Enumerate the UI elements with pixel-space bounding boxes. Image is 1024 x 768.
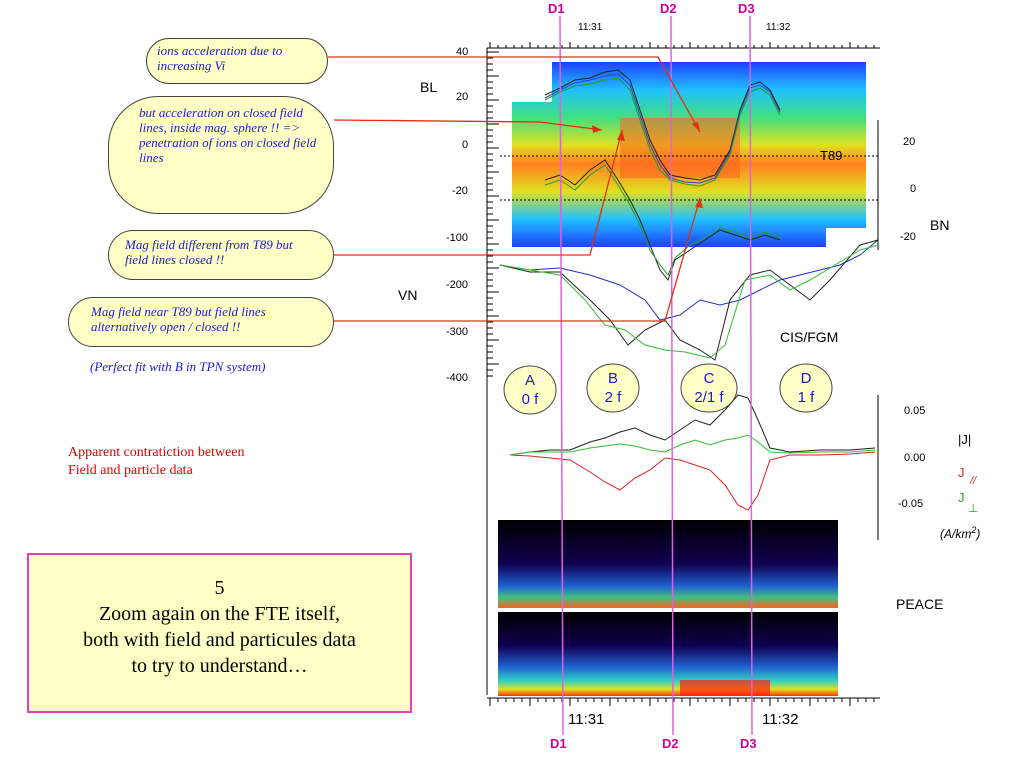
label-cis-fgm: CIS/FGM xyxy=(780,329,838,345)
summary-line3: to try to understand… xyxy=(131,655,308,677)
label-units: (A/km2) xyxy=(940,525,980,541)
vn-trace-green xyxy=(499,244,879,359)
bubble-ion-acceleration: ions acceleration due to increasing Vi xyxy=(146,38,328,84)
tick-j-pos: 0.05 xyxy=(904,405,925,417)
tick-bn-0: 0 xyxy=(910,183,916,195)
d2-marker-line xyxy=(670,15,674,736)
note-contradiction-line2: Field and particle data xyxy=(68,463,193,478)
d2-label-bottom: D2 xyxy=(662,736,679,751)
d1-marker-line xyxy=(559,15,564,736)
tick-left-neg20: -20 xyxy=(452,185,468,197)
left-axis-ticks xyxy=(487,51,499,377)
tick-j-zero: 0.00 xyxy=(904,452,925,464)
bubble-mag-field-near-t89: Mag field near T89 but field lines alter… xyxy=(68,297,334,347)
arrow-3 xyxy=(334,129,623,256)
region-a-letter: A xyxy=(525,372,535,389)
region-c-sub: 2/1 f xyxy=(694,389,724,406)
bn-trace-black xyxy=(544,159,781,282)
label-bl: BL xyxy=(420,79,437,95)
time-bottom-1132: 11:32 xyxy=(762,711,798,728)
vn-trace-black xyxy=(499,239,879,361)
summary-line2: both with field and particules data xyxy=(83,629,356,651)
label-j-perp: J xyxy=(958,490,965,505)
j-abs-trace xyxy=(509,394,876,456)
region-b: B 2 f xyxy=(586,363,640,413)
bottom-axis-ticks xyxy=(489,698,875,706)
bubble-mag-field-different: Mag field different from T89 but field l… xyxy=(108,230,334,280)
region-a-sub: 0 f xyxy=(522,391,540,408)
label-j-abs: |J| xyxy=(958,432,971,447)
peace-spectrogram-lower xyxy=(498,612,838,696)
time-top-1132: 11:32 xyxy=(766,22,791,33)
tick-bn-neg20: -20 xyxy=(900,231,916,243)
top-axis-ticks xyxy=(489,42,875,48)
tick-left-neg400: -400 xyxy=(446,372,468,384)
bn-trace-green xyxy=(544,164,781,276)
tick-left-20: 20 xyxy=(456,91,468,103)
label-bn: BN xyxy=(930,217,949,233)
d3-label-bottom: D3 xyxy=(740,736,757,751)
d3-label-top: D3 xyxy=(738,1,755,16)
arrow-4 xyxy=(334,197,701,322)
arrow-1 xyxy=(328,56,701,133)
bl-trace-blue xyxy=(544,73,781,184)
summary-line1: Zoom again on the FTE itself, xyxy=(98,603,341,625)
label-j-perp-sub: ⊥ xyxy=(968,501,978,515)
label-j-parallel-sub: // xyxy=(969,475,977,487)
region-d-sub: 1 f xyxy=(798,389,816,406)
note-perfect-fit: (Perfect fit with B in TPN system) xyxy=(90,359,266,374)
annotation-arrows xyxy=(328,56,701,322)
tick-left-neg200: -200 xyxy=(446,279,468,291)
bubble-closed-field-lines: but acceleration on closed field lines, … xyxy=(108,96,334,214)
ion-spectrogram-hot xyxy=(620,118,740,178)
peace-lower-hot xyxy=(680,680,770,696)
tick-left-40: 40 xyxy=(456,46,468,58)
region-b-sub: 2 f xyxy=(605,389,623,406)
label-t89: T89 xyxy=(820,148,842,163)
tick-left-0: 0 xyxy=(462,139,468,151)
d3-marker-line xyxy=(749,15,753,736)
tick-j-neg: -0.05 xyxy=(898,498,923,510)
d1-label-bottom: D1 xyxy=(550,736,567,751)
region-a: A 0 f xyxy=(503,365,557,415)
label-vn: VN xyxy=(398,287,417,303)
summary-box: 5 Zoom again on the FTE itself, both wit… xyxy=(27,553,412,713)
bl-trace-green xyxy=(544,77,781,187)
time-bottom-1131: 11:31 xyxy=(568,711,604,728)
spectrogram-gap-right xyxy=(826,228,866,247)
j-perp-trace xyxy=(509,434,876,456)
d1-label-top: D1 xyxy=(548,1,565,16)
label-j-parallel: J xyxy=(958,465,965,480)
label-peace: PEACE xyxy=(896,596,943,612)
arrow-heads xyxy=(592,122,703,208)
summary-number: 5 xyxy=(214,577,225,599)
spectrogram-gap-left xyxy=(512,62,552,102)
region-b-letter: B xyxy=(608,370,618,387)
region-d-letter: D xyxy=(801,370,812,387)
peace-spectrogram-upper xyxy=(498,520,838,608)
vn-trace-blue xyxy=(499,239,879,321)
arrow-2 xyxy=(333,119,603,131)
time-top-1131: 11:31 xyxy=(578,22,603,33)
note-contradiction-line1: Apparent contratiction between xyxy=(68,445,245,460)
d2-label-top: D2 xyxy=(660,1,677,16)
tick-left-neg300: -300 xyxy=(446,326,468,338)
region-d: D 1 f xyxy=(779,363,833,413)
tick-left-neg100: -100 xyxy=(446,232,468,244)
region-c-letter: C xyxy=(704,370,715,387)
tick-bn-20: 20 xyxy=(903,136,915,148)
bl-trace-black xyxy=(544,69,781,181)
j-parallel-trace xyxy=(509,451,876,511)
region-c: C 2/1 f xyxy=(680,363,738,413)
